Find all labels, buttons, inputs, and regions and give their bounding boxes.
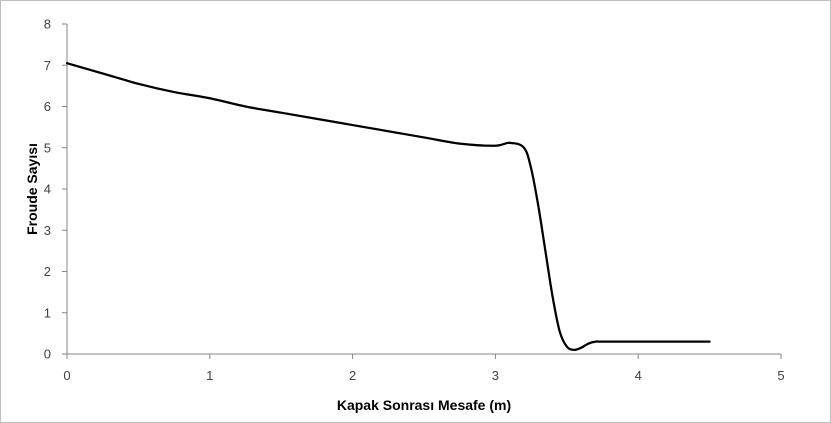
series-line xyxy=(65,62,711,352)
y-tick-label: 7 xyxy=(44,58,51,73)
x-axis-title: Kapak Sonrası Mesafe (m) xyxy=(337,397,511,413)
x-tick-label: 1 xyxy=(206,368,213,383)
x-tick-labels: 0 1 2 3 4 5 xyxy=(63,368,784,383)
y-tick-labels: 0 1 2 3 4 5 6 7 8 xyxy=(44,17,51,362)
axes xyxy=(66,24,781,355)
y-tick-label: 0 xyxy=(44,347,51,362)
y-tick-label: 8 xyxy=(44,17,51,32)
x-tick-label: 0 xyxy=(63,368,70,383)
series-layer xyxy=(65,62,711,352)
y-tick-label: 3 xyxy=(44,223,51,238)
y-axis-title: Froude Sayısı xyxy=(24,143,40,235)
x-tick-label: 5 xyxy=(777,368,784,383)
y-tick-label: 6 xyxy=(44,99,51,114)
x-tick-label: 4 xyxy=(635,368,642,383)
y-tick-label: 1 xyxy=(44,305,51,320)
y-tick-label: 5 xyxy=(44,140,51,155)
x-tick-label: 2 xyxy=(349,368,356,383)
y-tick-label: 4 xyxy=(44,182,51,197)
tick-marks xyxy=(62,23,782,359)
y-tick-label: 2 xyxy=(44,264,51,279)
x-tick-label: 3 xyxy=(492,368,499,383)
